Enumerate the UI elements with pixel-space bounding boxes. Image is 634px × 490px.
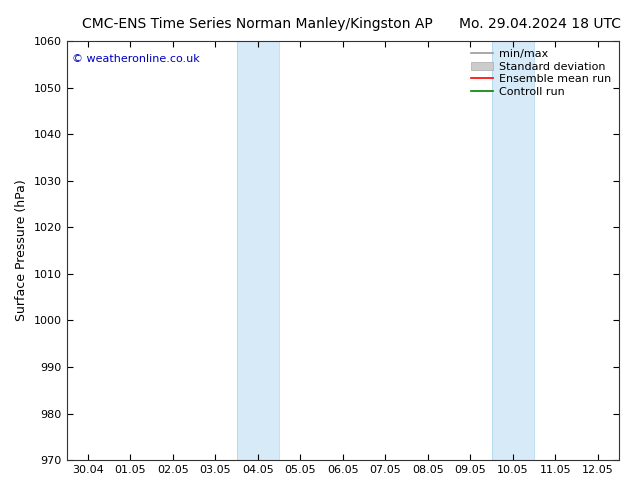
Y-axis label: Surface Pressure (hPa): Surface Pressure (hPa) (15, 180, 28, 321)
Text: © weatheronline.co.uk: © weatheronline.co.uk (72, 53, 200, 64)
Text: Mo. 29.04.2024 18 UTC: Mo. 29.04.2024 18 UTC (459, 17, 621, 31)
Text: CMC-ENS Time Series Norman Manley/Kingston AP: CMC-ENS Time Series Norman Manley/Kingst… (82, 17, 433, 31)
Bar (236, 41, 279, 460)
Bar (491, 41, 534, 460)
Legend: min/max, Standard deviation, Ensemble mean run, Controll run: min/max, Standard deviation, Ensemble me… (469, 47, 614, 99)
